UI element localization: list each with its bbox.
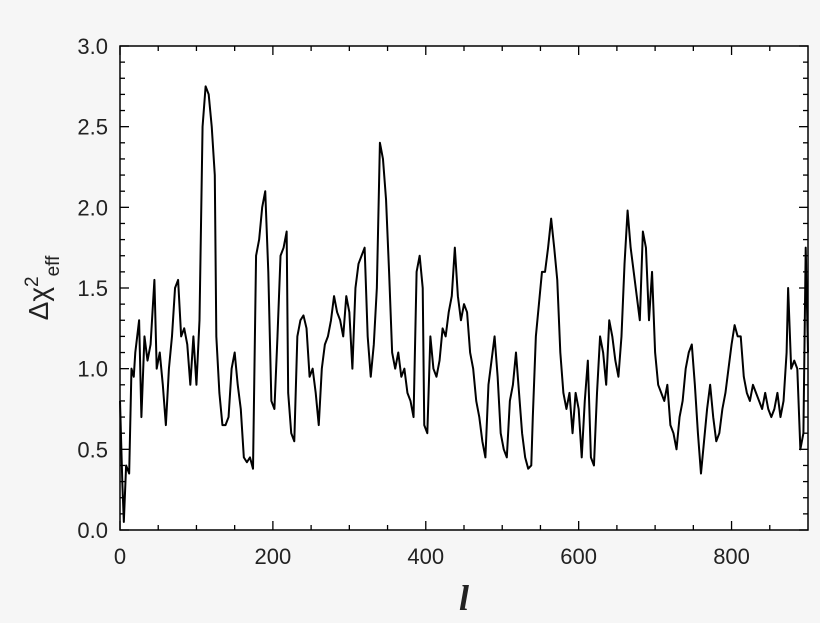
x-axis-label: l xyxy=(459,578,469,618)
plot-area xyxy=(120,46,808,530)
y-label-sup: 2 xyxy=(22,276,43,287)
plot-frame xyxy=(119,45,809,531)
x-tick-label: 400 xyxy=(407,544,444,569)
y-tick-label: 0.5 xyxy=(77,437,108,462)
y-tick-label: 1.5 xyxy=(77,276,108,301)
y-tick-label: 1.0 xyxy=(77,357,108,382)
x-tick-label: 0 xyxy=(114,544,126,569)
y-tick-label: 3.0 xyxy=(77,34,108,59)
y-label-base: Δχ xyxy=(23,287,54,321)
y-label-sub: eff xyxy=(43,255,64,277)
y-tick-label: 0.0 xyxy=(77,518,108,543)
x-tick-label: 600 xyxy=(560,544,597,569)
x-tick-label: 800 xyxy=(713,544,750,569)
y-tick-label: 2.0 xyxy=(77,195,108,220)
x-tick-label: 200 xyxy=(255,544,292,569)
data-line xyxy=(119,85,809,523)
y-axis-label: Δχ2eff xyxy=(22,255,64,320)
y-tick-label: 2.5 xyxy=(77,115,108,140)
